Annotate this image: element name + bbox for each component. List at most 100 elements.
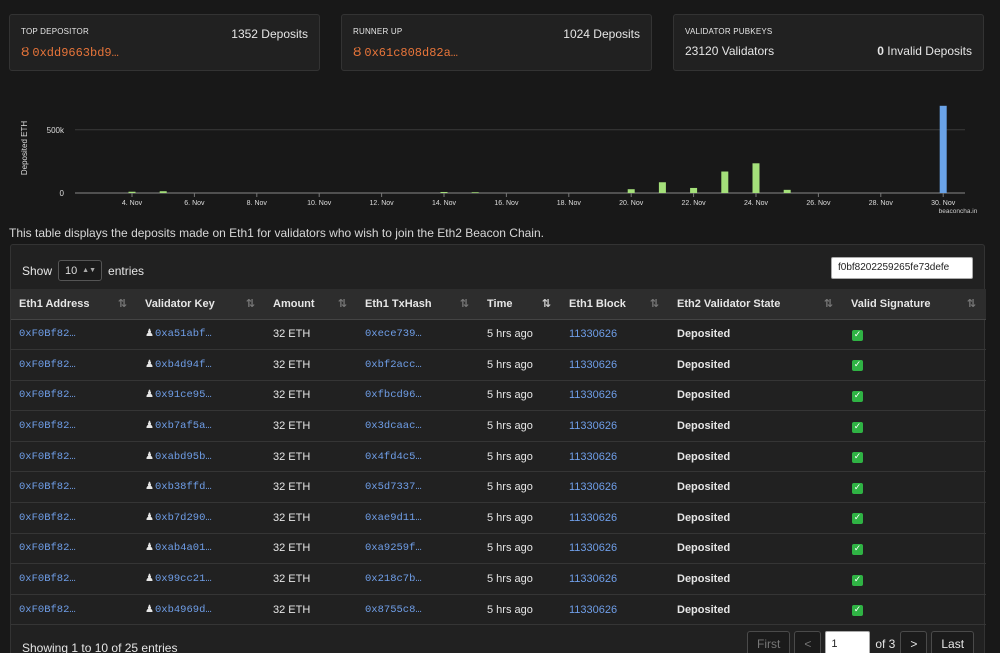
validator-key-cell: ♟0x91ce95… [137, 380, 265, 411]
chart-bar [440, 191, 448, 193]
x-tick-label: 8. Nov [247, 200, 268, 207]
amount-cell: 32 ETH [273, 358, 311, 371]
eth1-address-link[interactable]: 0xF0Bf82… [19, 603, 76, 616]
x-tick-label: 4. Nov [122, 200, 143, 207]
column-header-label: Eth1 Address [19, 297, 90, 310]
time-cell: 5 hrs ago [487, 511, 533, 524]
sort-icon: ⇅ [966, 297, 976, 310]
eth1-block-link[interactable]: 11330626 [569, 328, 618, 341]
entries-select[interactable]: 10 ▲▼ [58, 260, 103, 281]
runner-up-card: RUNNER UP 1024 Deposits Ȣ 0x61c808d82a… [341, 14, 652, 71]
eth1-address-link[interactable]: 0xF0Bf82… [19, 358, 76, 371]
chart-credit: beaconcha.in [939, 208, 978, 215]
eth1-address-link[interactable]: 0xF0Bf82… [19, 542, 76, 555]
eth1-txhash-link[interactable]: 0x218c7b… [365, 573, 422, 586]
column-header[interactable]: Amount ⇅ [265, 289, 357, 320]
eth1-block-link[interactable]: 11330626 [569, 358, 618, 371]
validator-key-cell: ♟0x99cc21… [137, 564, 265, 595]
validator-pubkeys-card: VALIDATOR PUBKEYS 23120 Validators 0 Inv… [673, 14, 984, 71]
validator-key-cell: ♟0xb38ffd… [137, 472, 265, 503]
validator-key-link[interactable]: 0xb7af5a… [154, 420, 212, 433]
valid-signature-cell: ✓ [843, 594, 986, 625]
search-input[interactable]: f0bf8202259265fe73defe [831, 257, 973, 279]
table-description: This table displays the deposits made on… [9, 226, 544, 240]
eth1-address-link[interactable]: 0xF0Bf82… [19, 328, 76, 341]
validator-key-link[interactable]: 0xab4a01… [154, 542, 212, 555]
eth1-txhash-link[interactable]: 0xfbcd96… [365, 389, 422, 402]
top-depositor-address[interactable]: Ȣ 0xdd9663bd9… [21, 45, 119, 60]
column-header[interactable]: Eth2 Validator State ⇅ [669, 289, 843, 320]
column-header-label: Eth2 Validator State [677, 297, 781, 310]
valid-signature-cell: ✓ [843, 441, 986, 472]
eth1-block-link[interactable]: 11330626 [569, 389, 618, 402]
medal-icon: Ȣ [21, 45, 30, 59]
validator-key-link[interactable]: 0x91ce95… [154, 389, 212, 402]
eth1-txhash-link[interactable]: 0x8755c8… [365, 603, 422, 616]
y-tick-label: 500k [47, 126, 65, 135]
column-header[interactable]: Eth1 Block ⇅ [561, 289, 669, 320]
column-header[interactable]: Time ⇅ [479, 289, 561, 320]
validator-key-link[interactable]: 0xb38ffd… [154, 481, 212, 494]
person-icon: ♟ [145, 450, 154, 462]
column-header-label: Eth1 TxHash [365, 297, 432, 310]
column-header-label: Valid Signature [851, 297, 931, 310]
runner-up-address-text[interactable]: 0x61c808d82a… [364, 46, 459, 60]
eth1-txhash-link[interactable]: 0x3dcaac… [365, 420, 422, 433]
invalid-deposits-label: Invalid Deposits [883, 44, 972, 58]
check-icon: ✓ [852, 452, 863, 464]
person-icon: ♟ [145, 389, 154, 401]
eth1-block-link[interactable]: 11330626 [569, 450, 618, 463]
validator-key-link[interactable]: 0xb4d94f… [154, 358, 212, 371]
runner-up-address[interactable]: Ȣ 0x61c808d82a… [353, 45, 458, 60]
eth1-txhash-link[interactable]: 0xa9259f… [365, 542, 422, 555]
chevron-updown-icon: ▲▼ [82, 267, 97, 274]
first-page-button[interactable]: First [747, 631, 791, 653]
chart-bar [939, 105, 947, 193]
column-header[interactable]: Eth1 TxHash ⇅ [357, 289, 479, 320]
column-header[interactable]: Validator Key ⇅ [137, 289, 265, 320]
eth1-txhash-link[interactable]: 0xbf2acc… [365, 358, 422, 371]
validator-key-link[interactable]: 0xb7d290… [154, 511, 212, 524]
eth1-txhash-link[interactable]: 0xece739… [365, 328, 422, 341]
next-page-button[interactable]: > [900, 631, 928, 653]
amount-cell: 32 ETH [273, 603, 311, 616]
eth1-block-link[interactable]: 11330626 [569, 511, 618, 524]
chart-bar [128, 191, 136, 193]
eth1-block-link[interactable]: 11330626 [569, 420, 618, 433]
validator-key-link[interactable]: 0xa51abf… [154, 328, 212, 341]
table-row: 0xF0Bf82… ♟0x91ce95… 32 ETH 0xfbcd96… 5 hrs … [11, 380, 986, 411]
eth1-block-link[interactable]: 11330626 [569, 603, 618, 616]
eth1-address-link[interactable]: 0xF0Bf82… [19, 420, 76, 433]
eth1-txhash-link[interactable]: 0x4fd4c5… [365, 450, 422, 463]
x-tick-label: 24. Nov [744, 200, 769, 207]
eth1-block-link[interactable]: 11330626 [569, 542, 618, 555]
top-depositor-address-text[interactable]: 0xdd9663bd9… [32, 46, 119, 60]
table-row: 0xF0Bf82… ♟0xa51abf… 32 ETH 0xece739… 5 hrs … [11, 319, 986, 350]
page-number-input[interactable]: 1 [825, 631, 871, 653]
show-label: Show [22, 263, 53, 278]
validator-key-cell: ♟0xb7af5a… [137, 411, 265, 442]
page-length-control: Show 10 ▲▼ entries [22, 260, 144, 281]
eth1-address-link[interactable]: 0xF0Bf82… [19, 389, 76, 402]
column-header[interactable]: Eth1 Address ⇅ [11, 289, 137, 320]
validator-state-cell: Deposited [677, 603, 731, 616]
prev-page-button[interactable]: < [794, 631, 822, 653]
check-icon: ✓ [852, 543, 863, 555]
check-icon: ✓ [852, 482, 863, 494]
eth1-block-link[interactable]: 11330626 [569, 573, 618, 586]
eth1-block-link[interactable]: 11330626 [569, 481, 618, 494]
validator-key-link[interactable]: 0x99cc21… [154, 573, 212, 586]
eth1-txhash-link[interactable]: 0x5d7337… [365, 481, 422, 494]
validator-key-link[interactable]: 0xabd95b… [154, 450, 212, 463]
eth1-address-link[interactable]: 0xF0Bf82… [19, 481, 76, 494]
x-tick-label: 22. Nov [682, 200, 707, 207]
eth1-address-link[interactable]: 0xF0Bf82… [19, 573, 76, 586]
eth1-address-link[interactable]: 0xF0Bf82… [19, 511, 76, 524]
eth1-address-link[interactable]: 0xF0Bf82… [19, 450, 76, 463]
last-page-button[interactable]: Last [931, 631, 975, 653]
amount-cell: 32 ETH [273, 481, 311, 494]
eth1-txhash-link[interactable]: 0xae9d11… [365, 511, 422, 524]
pagination: First < 1 of 3 > Last [747, 631, 975, 653]
column-header[interactable]: Valid Signature ⇅ [843, 289, 986, 320]
validator-key-link[interactable]: 0xb4969d… [154, 603, 212, 616]
